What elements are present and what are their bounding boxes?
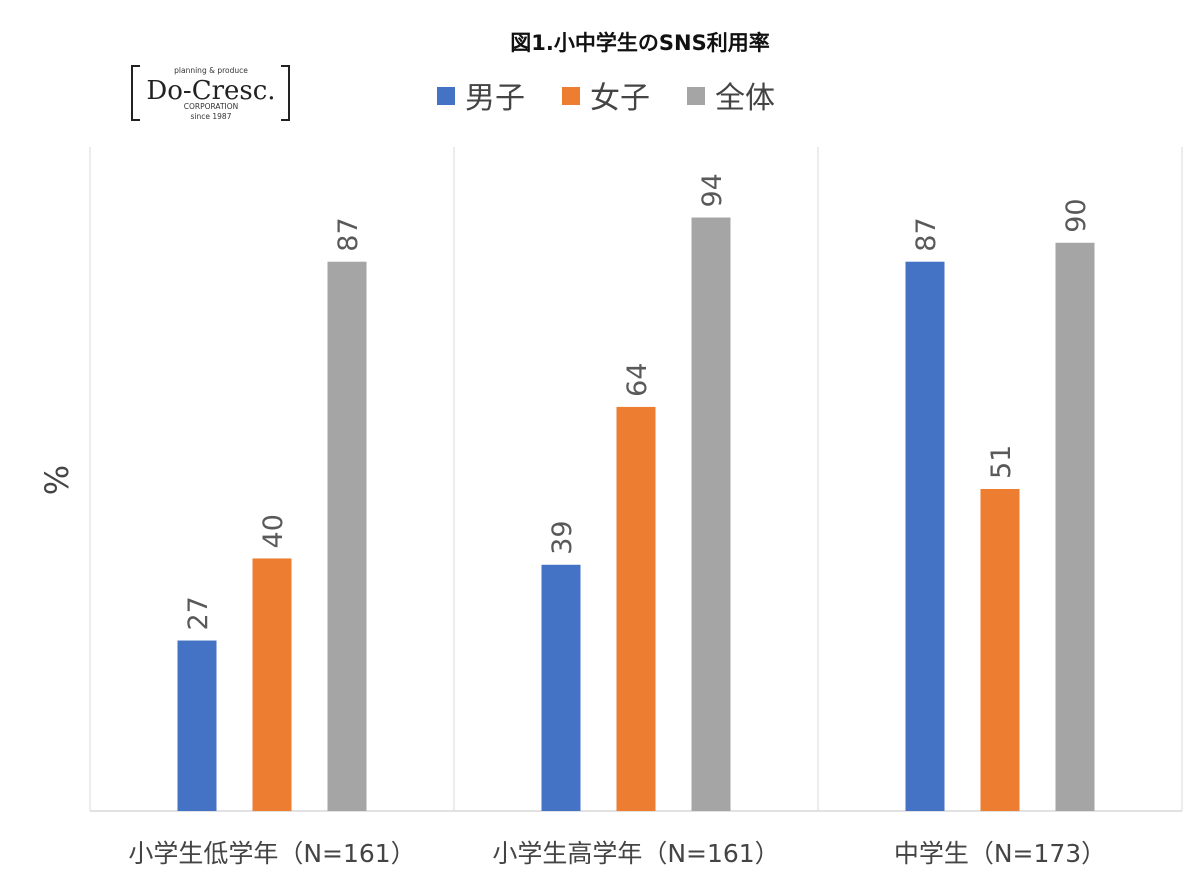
logo-since: since 1987 (191, 112, 232, 121)
bar-item-3-cat-3 (1055, 242, 1095, 811)
bar-item-2-cat-1 (252, 558, 292, 811)
logo-bracket-right (281, 65, 290, 121)
data-label: 39 (547, 520, 578, 554)
data-label: 64 (622, 363, 653, 397)
data-label: 40 (258, 514, 289, 548)
legend-swatch (687, 87, 705, 105)
bar-item-3-cat-2 (691, 217, 731, 811)
data-label: 94 (697, 173, 728, 207)
legend: 男子 女子 全体 (437, 81, 775, 116)
bar-item-3-cat-1 (327, 261, 367, 811)
plot-area: 27 40 87 小学生低学年（N=161） 39 64 94 小学生高学年（N=161） 87… (89, 147, 1183, 868)
x-tick-label: 小学生高学年（N=161） (492, 839, 779, 868)
logo-name: Do-Cresc. (146, 76, 275, 106)
bar-item-2-cat-2 (616, 406, 656, 811)
legend-swatch (437, 87, 455, 105)
legend-swatch (562, 87, 580, 105)
bar-item-1-cat-1 (177, 640, 217, 811)
data-label: 87 (333, 217, 364, 251)
data-label: 27 (183, 596, 214, 630)
data-label: 87 (911, 217, 942, 251)
bar-item-2-cat-3 (980, 489, 1020, 811)
legend-label: 男子 (465, 81, 525, 116)
legend-label: 全体 (715, 81, 775, 116)
bar-item-1-cat-3 (905, 261, 945, 811)
logo-bracket-left (131, 65, 140, 121)
x-tick-label: 小学生低学年（N=161） (128, 839, 415, 868)
logo-corporation: CORPORATION (184, 102, 239, 111)
data-label: 51 (986, 445, 1017, 479)
bar-item-1-cat-2 (541, 564, 581, 811)
company-logo: planning & produce Do-Cresc. CORPORATION… (131, 65, 290, 121)
data-label: 90 (1061, 198, 1092, 232)
chart-title: 図1.小中学生のSNS利用率 (510, 31, 769, 55)
logo-tagline: planning & produce (174, 66, 248, 75)
legend-label: 女子 (590, 81, 650, 116)
y-axis-label: % (38, 465, 76, 495)
x-tick-label: 中学生（N=173） (894, 839, 1106, 868)
